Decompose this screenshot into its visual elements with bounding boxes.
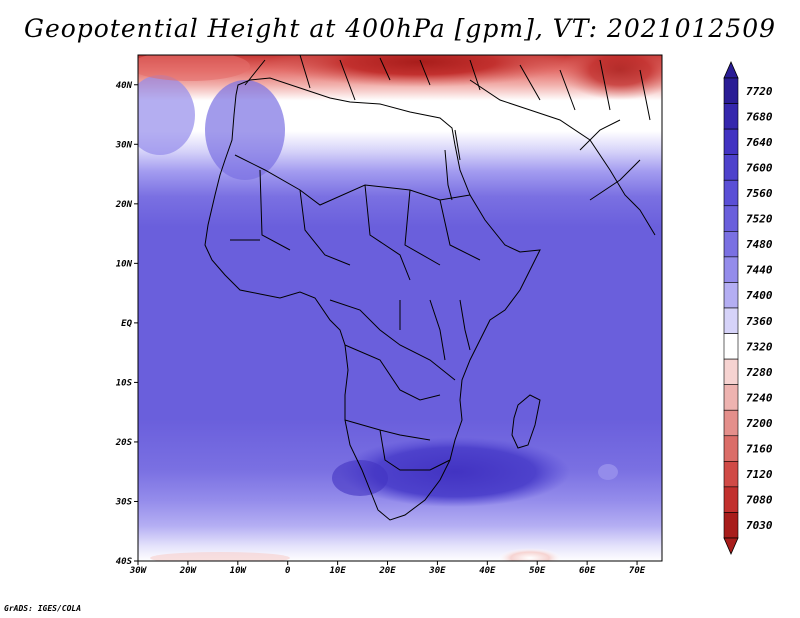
- colorbar-swatch: [723, 435, 739, 462]
- colorbar-label: 7320: [746, 340, 773, 353]
- lon-tick-label: 40E: [479, 566, 496, 576]
- colorbar-swatch: [723, 128, 739, 155]
- colorbar-label: 7480: [746, 238, 773, 251]
- lon-tick-label: 50E: [529, 566, 546, 576]
- lat-tick-label: EQ: [121, 319, 132, 329]
- lat-tick-label: 30N: [115, 140, 133, 150]
- colorbar-label: 7120: [746, 468, 773, 481]
- lon-tick-label: 20E: [378, 566, 396, 576]
- colorbar-swatch: [723, 384, 739, 411]
- colorbar-label: 7560: [746, 187, 773, 200]
- colorbar-swatch: [723, 307, 739, 334]
- longitude-axis: 30W 20W 10W 0 10E 20E 30E 40E 50E 60E 70E: [129, 561, 646, 576]
- colorbar-top-arrow: [723, 61, 739, 79]
- colorbar-swatch: [723, 333, 739, 360]
- colorbar-swatch: [723, 409, 739, 437]
- lat-tick-label: 40S: [116, 557, 133, 567]
- plot-frame: [137, 54, 663, 562]
- colorbar-swatch: [723, 256, 739, 283]
- colorbar-swatch: [723, 486, 739, 513]
- lon-tick-label: 20W: [179, 566, 198, 576]
- latitude-axis: 40N 30N 20N 10N EQ 10S 20S 30S 40S: [115, 81, 138, 567]
- colorbar-label: 7680: [746, 110, 773, 123]
- colorbar-label: 7520: [746, 213, 773, 226]
- height-field: [138, 55, 662, 561]
- chart-title: Geopotential Height at 400hPa [gpm], VT:…: [23, 14, 777, 43]
- colorbar-label: 7080: [746, 494, 773, 507]
- colorbar-swatch: [723, 179, 739, 207]
- colorbar-label: 7280: [746, 366, 773, 379]
- lon-tick-label: 0: [285, 566, 291, 576]
- colorbar-swatch: [723, 512, 739, 539]
- colorbar-bottom-arrow: [723, 537, 739, 555]
- colorbar-swatch: [723, 461, 739, 488]
- lon-tick-label: 60E: [579, 566, 596, 576]
- lat-tick-label: 20N: [115, 200, 133, 210]
- colorbar-swatch: [723, 103, 739, 130]
- colorbar-label: 7640: [746, 136, 773, 149]
- colorbar-swatch: [723, 282, 739, 309]
- colorbar-swatch: [723, 205, 739, 232]
- lat-tick-label: 10S: [116, 378, 133, 388]
- grads-credit: GrADS: IGES/COLA: [4, 604, 82, 613]
- colorbar: 7720 7680 7640 7600 7560 7520 7480 7440 7400 7360…: [723, 61, 773, 555]
- colorbar-swatch: [723, 154, 739, 181]
- colorbar-label: 7720: [746, 85, 773, 98]
- colorbar-label: 7240: [746, 391, 773, 404]
- colorbar-swatch: [723, 358, 739, 385]
- lon-tick-label: 10W: [230, 566, 248, 576]
- lat-tick-label: 40N: [116, 81, 133, 91]
- lon-tick-label: 70E: [629, 566, 646, 576]
- colorbar-label: 7600: [746, 161, 773, 174]
- colorbar-swatch: [723, 231, 739, 258]
- lon-tick-label: 30W: [129, 566, 148, 576]
- coastlines: [204, 55, 656, 521]
- colorbar-label: 7160: [746, 443, 773, 456]
- lon-tick-label: 10E: [329, 566, 346, 576]
- lat-tick-label: 10N: [116, 259, 133, 269]
- lon-tick-label: 30E: [428, 566, 446, 576]
- colorbar-label: 7030: [746, 519, 773, 532]
- lat-tick-label: 20S: [115, 438, 133, 448]
- colorbar-label: 7440: [746, 264, 773, 277]
- colorbar-label: 7360: [746, 315, 773, 328]
- colorbar-label: 7400: [746, 289, 773, 302]
- lat-tick-label: 30S: [115, 497, 133, 507]
- colorbar-label: 7200: [746, 417, 773, 430]
- colorbar-swatch: [723, 77, 739, 104]
